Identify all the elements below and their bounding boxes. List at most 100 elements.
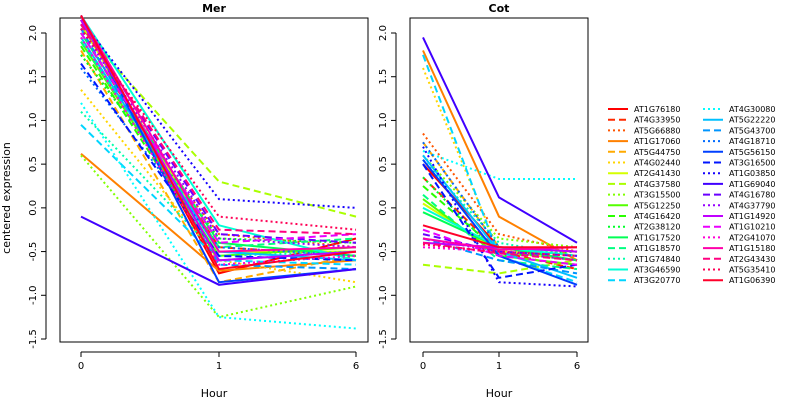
- series-line-at3g16500: [422, 163, 578, 279]
- legend-label: AT4G37790: [729, 201, 775, 210]
- series-line-at3g15500: [80, 154, 357, 319]
- series-line-at4g33950: [80, 32, 357, 257]
- legend-item: AT1G06390: [703, 276, 775, 285]
- legend-label: AT4G37580: [634, 180, 680, 189]
- series-line-at1g17520: [80, 32, 357, 257]
- legend-item: AT2G43430: [703, 255, 775, 264]
- series-line-at1g76180: [80, 19, 357, 275]
- series-line-at1g06390: [422, 224, 577, 249]
- y-tick-label: 0.0: [28, 200, 39, 216]
- legend-item: AT1G15180: [703, 244, 775, 253]
- legend-item: AT4G30080: [703, 105, 775, 114]
- series-group: [80, 14, 357, 330]
- legend-label: AT4G30080: [729, 105, 775, 114]
- legend-label: AT4G16780: [729, 191, 775, 200]
- y-tick-label: -1.0: [378, 286, 389, 306]
- legend-item: AT3G15500: [608, 191, 680, 200]
- legend-label: AT2G38120: [634, 223, 680, 232]
- legend-label: AT5G66880: [634, 126, 680, 135]
- legend-label: AT5G44750: [634, 148, 680, 157]
- legend-item: AT2G41430: [608, 169, 680, 178]
- legend-item: AT1G03850: [703, 169, 775, 178]
- panel-title: Mer: [202, 2, 226, 15]
- y-tick-label: -0.5: [378, 242, 389, 262]
- legend-label: AT4G02440: [634, 159, 680, 168]
- legend-label: AT1G10210: [729, 223, 775, 232]
- y-tick-label: -1.0: [28, 286, 39, 306]
- legend-item: AT1G14920: [703, 212, 775, 221]
- series-line-at5g66880: [422, 132, 578, 253]
- legend-label: AT4G16420: [634, 212, 680, 221]
- legend-label: AT5G56150: [729, 148, 775, 157]
- series-line-at4g16780: [80, 23, 357, 244]
- series-line-at1g17060: [422, 50, 578, 262]
- series-line-at1g69040: [422, 36, 578, 244]
- series-line-at2g41070: [80, 36, 357, 266]
- legend-item: AT4G16780: [703, 191, 775, 200]
- legend-item: AT5G43700: [703, 126, 775, 135]
- plot-frame: [409, 17, 589, 343]
- series-line-at4g30080: [80, 102, 357, 330]
- y-tick-label: 1.0: [378, 112, 389, 128]
- x-axis-title: Hour: [486, 387, 513, 400]
- plot-frame: [59, 17, 369, 343]
- series-line-at1g15180: [80, 14, 357, 253]
- series-line-at2g41430: [80, 23, 356, 253]
- legend-label: AT4G18710: [729, 137, 775, 146]
- panel-mer: Mer -1.5 -1.0 -0.5 0.0 0.5 1.0 1.5 2.0 0 1 6 Hour: [28, 2, 369, 400]
- legend-label: AT3G16500: [729, 159, 775, 168]
- legend-item: AT3G20770: [608, 276, 680, 285]
- legend-label: AT1G69040: [729, 180, 775, 189]
- legend-item: AT4G33950: [608, 116, 680, 125]
- legend-item: AT3G16500: [703, 159, 775, 168]
- series-line-at4g02440: [422, 67, 577, 253]
- legend-item: AT4G02440: [608, 159, 680, 168]
- y-tick-label: 1.0: [28, 112, 39, 128]
- series-group: [422, 36, 578, 288]
- panel-cot: Cot -1.5 -1.0 -0.5 0.0 0.5 1.0 1.5 2.0 0 1 6 Hour: [378, 2, 589, 400]
- legend-label: AT1G03850: [729, 169, 775, 178]
- y-tick-label: 2.0: [28, 25, 39, 41]
- series-line-at5g66880: [80, 54, 357, 249]
- legend-label: AT1G17060: [634, 137, 680, 146]
- legend-item: AT2G41070: [703, 233, 775, 242]
- legend-label: AT5G12250: [634, 201, 680, 210]
- series-line-at1g74840: [80, 111, 357, 257]
- series-line-at4g30080: [422, 150, 577, 180]
- series-line-at5g35410: [422, 243, 578, 257]
- legend-item: AT5G22220: [703, 116, 775, 125]
- y-tick-label: 0.5: [378, 156, 389, 172]
- legend-item: AT1G69040: [703, 180, 775, 189]
- series-line-at3g46590: [80, 14, 357, 262]
- legend-label: AT2G41070: [729, 233, 775, 242]
- series-line-at4g37580: [422, 259, 578, 275]
- legend-item: AT5G44750: [608, 148, 680, 157]
- y-tick-label: 1.5: [378, 69, 389, 85]
- x-tick-label: 0: [78, 361, 84, 372]
- legend-item: AT1G74840: [608, 255, 680, 264]
- y-tick-label: -1.5: [28, 329, 39, 349]
- series-line-at5g22220: [80, 36, 357, 262]
- legend-label: AT1G06390: [729, 276, 775, 285]
- y-tick-label: -1.5: [378, 329, 389, 349]
- y-tick-label: 1.5: [28, 69, 39, 85]
- series-line-at5g43700: [80, 28, 357, 271]
- legend-label: AT4G33950: [634, 116, 680, 125]
- legend-item: AT2G38120: [608, 223, 680, 232]
- y-tick-label: -0.5: [28, 242, 39, 262]
- series-line-at1g10210: [80, 32, 357, 244]
- x-axis-title: Hour: [201, 387, 228, 400]
- series-line-at1g17060: [80, 152, 357, 272]
- legend-label: AT5G22220: [729, 116, 775, 125]
- y-axis-title: centered expression: [0, 142, 13, 254]
- series-line-at1g69040: [80, 215, 357, 286]
- legend-item: AT1G76180: [608, 105, 680, 114]
- legend-item: AT5G12250: [608, 201, 680, 210]
- panel-title: Cot: [489, 2, 510, 15]
- series-line-at2g43430: [80, 23, 357, 236]
- legend-item: AT3G46590: [608, 266, 680, 275]
- legend-item: AT5G66880: [608, 126, 680, 135]
- x-tick-label: 1: [496, 361, 502, 372]
